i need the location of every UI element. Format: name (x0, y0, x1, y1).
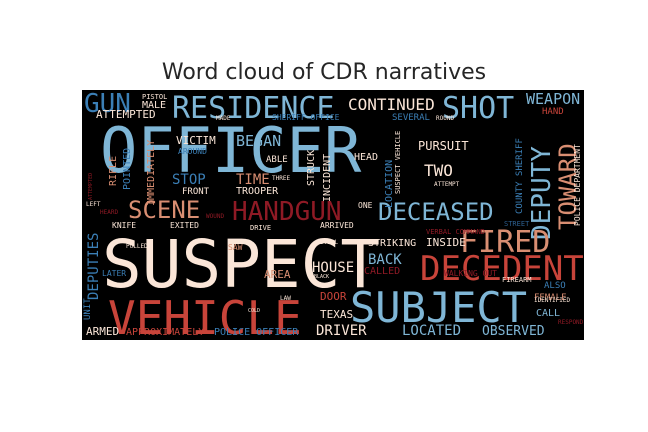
word-house: HOUSE (312, 260, 354, 276)
word-drive: DRIVE (250, 224, 271, 232)
word-left: LEFT (86, 201, 101, 208)
word-also: ALSO (544, 281, 566, 291)
word-pursuit: PURSUIT (418, 139, 469, 153)
word-continued: CONTINUED (348, 95, 435, 114)
word-walking-out: WALKING OUT (444, 269, 497, 278)
word-victim: VICTIM (176, 134, 216, 147)
word-vehicle: VEHICLE (108, 291, 302, 340)
word-suspect: SUSPECT (102, 226, 380, 303)
cloud-background (82, 90, 584, 340)
word-respond: RESPOND (558, 319, 584, 326)
word-rifle: RIFLE (108, 156, 119, 186)
word-head: HEAD (354, 152, 378, 163)
word-county-sheriff: COUNTY SHERIFF (515, 138, 525, 214)
word-striking: STRIKING (368, 238, 416, 249)
word-deputies: DEPUTIES (86, 233, 102, 300)
word-police-officer: POLICE OFFICER (214, 327, 299, 338)
word-arrived: ARRIVED (320, 221, 354, 230)
word-sheriff-office: SHERIFF OFFICE (272, 113, 340, 122)
word-inside: INSIDE (426, 236, 466, 249)
word-armed: ARMED (86, 325, 119, 338)
word-called: CALLED (364, 266, 400, 277)
word-suspect-vehicle: SUSPECT VEHICLE (394, 131, 402, 194)
word-attempted: ATTEMPTED (96, 108, 156, 121)
word-back: BACK (368, 252, 402, 268)
word-able: ABLE (266, 155, 288, 165)
word-law: LAW (280, 295, 291, 302)
word-fired: FIRED (460, 225, 550, 260)
word-saw: SAW (228, 243, 243, 252)
word-gun: GUN (84, 90, 131, 119)
word-black: BLACK (314, 274, 329, 280)
word-street: STREET (504, 220, 530, 228)
word-firearm: FIREARM (502, 276, 532, 284)
word-time: TIME (236, 172, 270, 188)
word-residence: RESIDENCE (172, 91, 335, 126)
word-area: AREA (264, 268, 291, 281)
word-texas: TEXAS (320, 308, 353, 321)
word-cloud: OFFICER SUSPECT VEHICLE SUBJECT RESIDENCE SHO… (82, 90, 584, 340)
word-wound: WOUND (206, 213, 224, 220)
word-located: LOCATED (402, 323, 461, 339)
word-round: ROUND (436, 115, 454, 122)
word-officer: OFFICER (100, 114, 362, 187)
word-deputy: DEPUTY (527, 146, 557, 240)
word-weapon: WEAPON (526, 90, 580, 108)
word-one: ONE (358, 201, 373, 210)
word-decedent: DECEDENT (420, 249, 584, 289)
word-struck: STRUCK (306, 150, 317, 186)
word-attempted: ATTEMPTED (88, 173, 94, 200)
word-heard: HEARD (100, 209, 118, 216)
word-pointed: POINTED (122, 148, 133, 190)
word-door: DOOR (320, 290, 347, 303)
word-attempt: ATTEMPT (434, 181, 460, 188)
word-still: STILL (320, 239, 338, 246)
word-cold: COLD (248, 308, 260, 314)
word-front: FRONT (182, 187, 210, 197)
word-call: CALL (536, 308, 560, 319)
word-several: SEVERAL (392, 113, 430, 123)
word-subject: SUBJECT (350, 283, 527, 332)
word-two: TWO (424, 161, 453, 180)
word-handgun: HANDGUN (232, 197, 342, 227)
word-began: BEGAN (236, 132, 281, 150)
word-pulled: PULLED (126, 243, 148, 250)
word-toward: TOWARD (554, 143, 582, 230)
word-unit: UNIT (83, 298, 93, 320)
word-stop: STOP (172, 172, 206, 188)
word-immediately: IMMEDIATELY (146, 140, 157, 206)
chart-title: Word cloud of CDR narratives (161, 60, 487, 85)
word-male: MALE (142, 100, 166, 111)
word-hand: HAND (542, 107, 564, 117)
word-later: LATER (102, 269, 126, 278)
word-deceased: DECEASED (378, 198, 494, 226)
word-trooper: TROOPER (236, 186, 279, 197)
word-verbal-command: VERBAL COMMAND (426, 228, 485, 236)
word-approximately: APPROXIMATELY (126, 327, 204, 338)
word-three: THREE (272, 175, 290, 182)
word-around: AROUND (178, 147, 207, 156)
word-made: MADE (216, 115, 231, 122)
word-exited: EXITED (170, 221, 199, 230)
word-shot: SHOT (442, 91, 514, 126)
word-scene: SCENE (128, 196, 200, 224)
word-knife: KNIFE (112, 221, 136, 230)
word-driver: DRIVER (316, 323, 367, 339)
word-incident: INCIDENT (322, 154, 333, 202)
word-female: FEMALE (534, 293, 567, 303)
word-location: LOCATION (384, 160, 395, 208)
word-observed: OBSERVED (482, 324, 545, 339)
word-pistol: PISTOL (142, 93, 167, 101)
word-police-department: POLICE DEPARTMENT (573, 144, 582, 226)
word-identified: IDENTIFIED (534, 297, 571, 304)
